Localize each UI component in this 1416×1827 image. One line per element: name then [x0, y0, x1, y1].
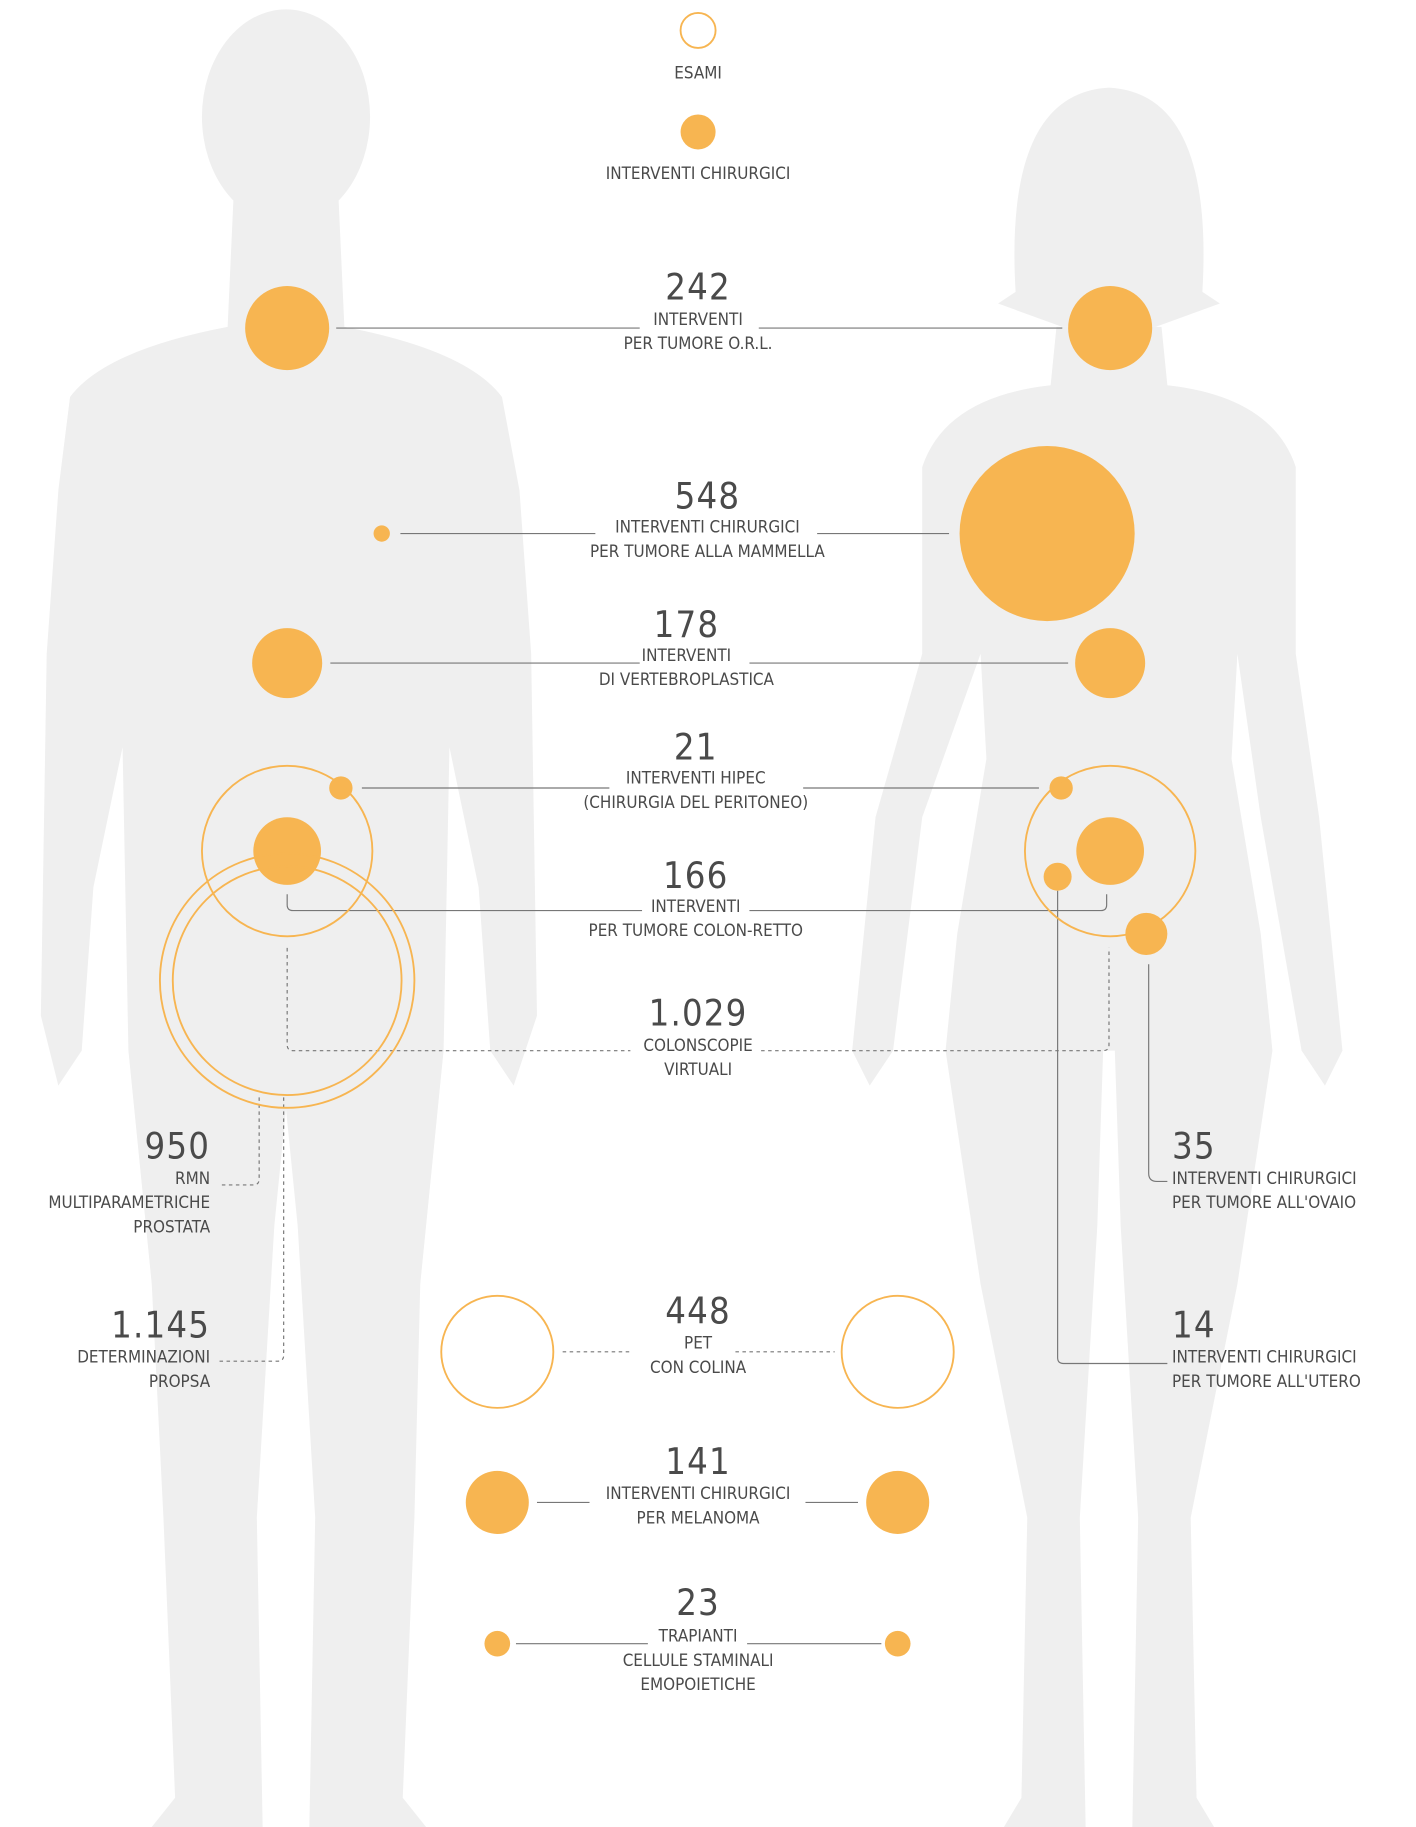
figure-label: INTERVENTI: [642, 645, 732, 665]
figure-label: EMOPOIETICHE: [640, 1674, 755, 1694]
figure-value: 178: [654, 603, 720, 646]
figure-label: RMN: [175, 1168, 210, 1188]
figure-label: PER TUMORE ALL'OVAIO: [1172, 1192, 1356, 1212]
figure-label: DETERMINAZIONI: [77, 1347, 210, 1367]
figure-value: 1.029: [649, 992, 748, 1035]
figure-value: 23: [676, 1581, 720, 1624]
marker: [1043, 862, 1072, 891]
markers: [158, 286, 1197, 1657]
figure-label: CELLULE STAMINALI: [623, 1650, 774, 1670]
figure-label: (CHIRURGIA DEL PERITONEO): [583, 792, 808, 812]
figure-value: 141: [665, 1440, 731, 1483]
figure-label: INTERVENTI HIPEC: [626, 768, 766, 788]
marker: [252, 628, 323, 699]
connector: [1148, 964, 1168, 1182]
figure-label: INTERVENTI CHIRURGICI: [615, 517, 800, 537]
marker: [1075, 628, 1146, 699]
figure-label: PER TUMORE COLON-RETTO: [589, 920, 803, 940]
figure-label: INTERVENTI: [651, 896, 741, 916]
connector: [286, 894, 1108, 912]
figure-value: 1.145: [111, 1303, 210, 1346]
marker: [1068, 286, 1153, 371]
woman-hair: [998, 87, 1220, 327]
marker: [245, 286, 330, 371]
figure-label: PROSTATA: [133, 1216, 210, 1236]
marker: [465, 1470, 529, 1534]
figure-label: PER TUMORE O.R.L.: [624, 333, 773, 353]
marker: [158, 852, 416, 1109]
legend-label: INTERVENTI CHIRURGICI: [606, 163, 791, 183]
figure-label: TRAPIANTI: [658, 1626, 738, 1646]
marker: [1049, 776, 1073, 800]
figure-value: 950: [145, 1125, 211, 1168]
figure-label: MULTIPARAMETRICHE: [48, 1192, 210, 1212]
marker: [866, 1470, 930, 1534]
figure-value: 166: [663, 854, 729, 897]
figure-value: 14: [1172, 1303, 1216, 1346]
man-silhouette: [40, 9, 537, 1827]
legend-dot: [680, 114, 716, 150]
figure-label: PER TUMORE ALL'UTERO: [1172, 1371, 1361, 1391]
marker: [484, 1630, 511, 1657]
marker: [1125, 912, 1168, 955]
figure-label: INTERVENTI: [653, 309, 743, 329]
legend-label: ESAMI: [674, 63, 722, 83]
figure-value: 242: [665, 266, 731, 309]
figure-label: INTERVENTI CHIRURGICI: [1172, 1168, 1357, 1188]
figure-value: 448: [665, 1289, 731, 1332]
marker: [1024, 764, 1197, 938]
marker: [440, 1294, 555, 1409]
marker: [1076, 817, 1145, 885]
figure-value: 548: [675, 475, 741, 518]
figure-label: CON COLINA: [650, 1357, 747, 1377]
woman-silhouette: [852, 87, 1343, 1827]
figure-label: PER MELANOMA: [637, 1507, 761, 1527]
marker: [959, 445, 1135, 622]
marker: [884, 1630, 911, 1657]
marker: [373, 525, 390, 542]
connectors: [219, 327, 1168, 1645]
man-head: [201, 9, 371, 225]
legend: [679, 11, 717, 150]
connector: [219, 1097, 285, 1362]
marker: [201, 764, 374, 938]
figure-value: 21: [674, 725, 718, 768]
connector: [219, 1097, 260, 1186]
marker: [171, 865, 403, 1096]
figure-label: VIRTUALI: [664, 1059, 732, 1079]
figure-value: 35: [1172, 1125, 1216, 1168]
figure-label: PER TUMORE ALLA MAMMELLA: [590, 541, 825, 561]
figure-label: PROPSA: [149, 1371, 211, 1391]
legend-ring: [679, 11, 717, 49]
connector: [286, 947, 1110, 1052]
man-body: [40, 198, 537, 1827]
connector: [1057, 890, 1168, 1365]
figure-label: INTERVENTI CHIRURGICI: [1172, 1347, 1357, 1367]
figure-label: INTERVENTI CHIRURGICI: [606, 1483, 791, 1503]
figure-label: COLONSCOPIE: [643, 1035, 752, 1055]
marker: [840, 1294, 955, 1409]
marker: [253, 817, 322, 885]
marker: [329, 776, 353, 800]
figure-label: PET: [684, 1333, 713, 1353]
figure-label: DI VERTEBROPLASTICA: [599, 669, 775, 689]
woman-body: [852, 326, 1343, 1827]
